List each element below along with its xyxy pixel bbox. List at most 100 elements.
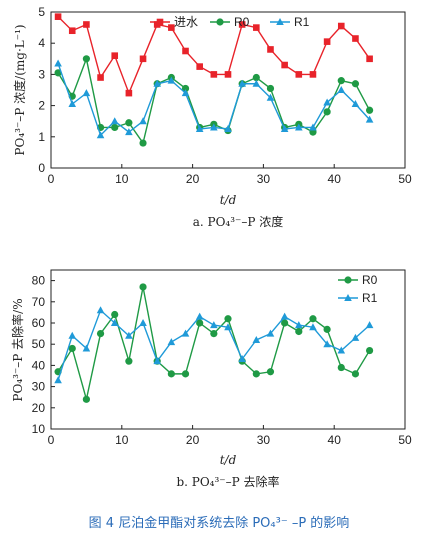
- data-point: [54, 376, 62, 384]
- data-point: [111, 52, 119, 59]
- data-point: [224, 71, 232, 78]
- data-point: [153, 357, 161, 365]
- data-point: [366, 55, 373, 63]
- data-point: [167, 370, 175, 378]
- data-point: [352, 35, 359, 42]
- series-line: [57, 309, 371, 381]
- chart-a-ticks: 0 10 20 30 40 50 0 1 2 3 4 5: [38, 5, 412, 186]
- data-point: [167, 338, 176, 346]
- chart-b-series: [54, 283, 374, 403]
- data-point: [111, 123, 119, 132]
- data-point: [252, 73, 260, 82]
- data-point: [351, 370, 360, 378]
- x-tick-label: 40: [328, 172, 342, 186]
- data-point: [82, 89, 91, 97]
- data-point: [96, 306, 105, 314]
- data-point: [82, 344, 91, 352]
- data-point: [54, 59, 62, 67]
- y-tick-label: 40: [32, 358, 46, 372]
- y-tick-label: 70: [32, 295, 46, 309]
- chart-b-xlabel: t/d: [220, 453, 237, 467]
- legend-marker: [344, 294, 352, 301]
- data-point: [337, 86, 346, 93]
- data-point: [323, 38, 331, 45]
- data-point: [111, 310, 119, 319]
- data-point: [153, 79, 161, 87]
- figure-caption: 图 4 尼泊金甲酯对系统去除 PO₄³⁻ –P 的影响: [89, 515, 350, 531]
- data-point: [238, 355, 246, 363]
- data-point: [266, 84, 275, 93]
- data-point: [281, 319, 289, 327]
- data-point: [266, 329, 275, 337]
- data-point: [139, 283, 147, 291]
- legend-marker: [216, 18, 224, 26]
- data-point: [224, 125, 232, 132]
- data-point: [224, 315, 232, 323]
- chart-b-plot-frame: [50, 269, 406, 430]
- chart-a: 0 10 20 30 40 50 0 1 2 3 4 5 进水 R0 R1 t/d PO₄³⁻–P 浓度/…: [12, 5, 412, 229]
- x-tick-label: 10: [115, 433, 129, 447]
- data-point: [365, 321, 374, 329]
- data-point: [309, 323, 317, 331]
- data-point: [365, 115, 374, 123]
- y-tick-label: 2: [38, 99, 45, 113]
- data-point: [252, 370, 260, 378]
- chart-a-legend: 进水 R0 R1: [150, 15, 310, 29]
- series-line: [57, 286, 371, 400]
- data-point: [167, 76, 176, 84]
- data-point: [295, 71, 303, 78]
- y-tick-label: 3: [38, 67, 45, 81]
- legend-marker: [156, 18, 164, 26]
- data-point: [281, 61, 288, 69]
- data-point: [323, 108, 331, 116]
- data-point: [96, 131, 105, 139]
- data-point: [309, 123, 317, 131]
- data-point: [181, 329, 190, 337]
- legend-marker: [276, 18, 284, 25]
- data-point: [309, 315, 317, 323]
- data-point: [309, 71, 317, 78]
- data-point: [181, 370, 190, 378]
- data-point: [83, 21, 90, 28]
- legend-label: R0: [362, 273, 378, 287]
- data-point: [210, 71, 218, 78]
- data-point: [181, 89, 190, 97]
- data-point: [351, 100, 360, 108]
- legend-label: 进水: [174, 15, 198, 29]
- data-point: [337, 346, 346, 354]
- data-point: [210, 321, 218, 329]
- data-point: [168, 24, 175, 31]
- data-point: [139, 55, 147, 63]
- data-point: [96, 330, 105, 338]
- y-tick-label: 0: [38, 161, 45, 175]
- data-point: [280, 125, 289, 132]
- legend-label: R1: [294, 15, 310, 29]
- x-tick-label: 30: [257, 433, 271, 447]
- data-point: [337, 22, 345, 30]
- data-point: [97, 74, 104, 81]
- data-point: [337, 363, 345, 372]
- data-point: [125, 89, 133, 97]
- chart-a-ylabel: PO₄³⁻–P 浓度/(mg·L⁻¹): [12, 24, 27, 155]
- data-point: [196, 319, 204, 327]
- data-point: [323, 98, 331, 106]
- data-point: [82, 55, 90, 63]
- x-tick-label: 0: [48, 433, 55, 447]
- data-point: [110, 319, 119, 326]
- data-point: [252, 335, 261, 343]
- chart-a-xlabel: t/d: [220, 193, 237, 207]
- x-tick-label: 10: [115, 172, 129, 186]
- chart-b-ylabel: PO₄³⁻–P 去除率/%: [10, 298, 25, 401]
- chart-a-series: [54, 13, 374, 147]
- y-tick-label: 1: [38, 130, 45, 144]
- y-tick-label: 10: [32, 422, 46, 436]
- y-tick-label: 20: [32, 401, 46, 415]
- chart-a-plot-frame: [50, 11, 406, 169]
- data-point: [351, 333, 360, 341]
- data-point: [351, 80, 360, 88]
- x-tick-label: 40: [328, 433, 342, 447]
- chart-b-subtitle: b. PO₄³⁻–P 去除率: [176, 474, 279, 489]
- data-point: [54, 69, 62, 77]
